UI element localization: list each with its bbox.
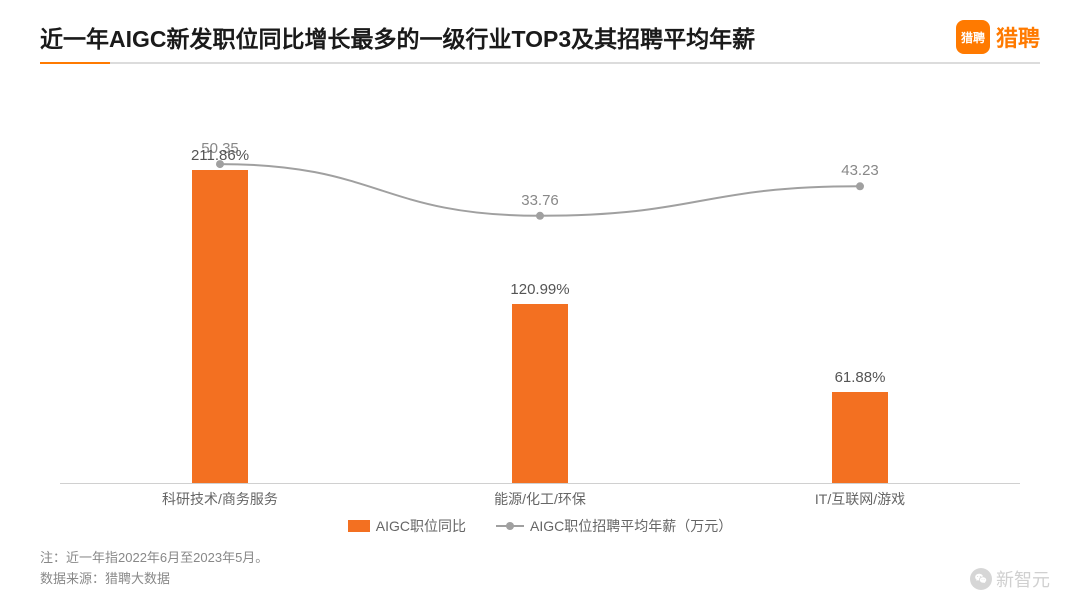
bar-series: 211.86% 120.99% 61.88% [60,144,1020,484]
x-axis-labels: 科研技术/商务服务 能源/化工/环保 IT/互联网/游戏 [60,489,1020,509]
watermark-text: 新智元 [996,566,1050,592]
page-title: 近一年AIGC新发职位同比增长最多的一级行业TOP3及其招聘平均年薪 [40,20,755,54]
brand-logo: 猎聘 猎聘 [956,20,1040,54]
x-label: 能源/化工/环保 [440,489,640,509]
brand-logo-text: 猎聘 [996,21,1040,53]
bar-group: 61.88% [760,369,960,483]
x-label: 科研技术/商务服务 [120,489,320,509]
bar [512,304,568,483]
bar-value-label: 211.86% [191,147,249,164]
bar-value-label: 61.88% [835,369,886,386]
footnotes: 注：近一年指2022年6月至2023年5月。 数据来源：猎聘大数据 [40,548,268,590]
bar [192,170,248,483]
bar-value-label: 120.99% [510,281,569,298]
x-label: IT/互联网/游戏 [760,489,960,509]
legend-item-bar: AIGC职位同比 [348,516,466,536]
title-underline [40,62,1040,64]
bar-group: 120.99% [440,281,640,483]
legend: AIGC职位同比 AIGC职位招聘平均年薪（万元） [0,516,1080,536]
wechat-icon [970,568,992,590]
chart: 50.35 33.76 43.23 211.86% 120.99% 61.88%… [60,94,1020,514]
legend-label: AIGC职位同比 [376,516,466,536]
footnote-source: 数据来源：猎聘大数据 [40,569,268,590]
footnote-period: 注：近一年指2022年6月至2023年5月。 [40,548,268,569]
legend-item-line: AIGC职位招聘平均年薪（万元） [496,516,732,536]
bar [832,392,888,483]
watermark: 新智元 [970,566,1050,592]
bar-group: 211.86% [120,147,320,483]
legend-swatch-line [496,520,524,532]
legend-swatch-bar [348,520,370,532]
legend-label: AIGC职位招聘平均年薪（万元） [530,516,732,536]
brand-logo-icon: 猎聘 [956,20,990,54]
